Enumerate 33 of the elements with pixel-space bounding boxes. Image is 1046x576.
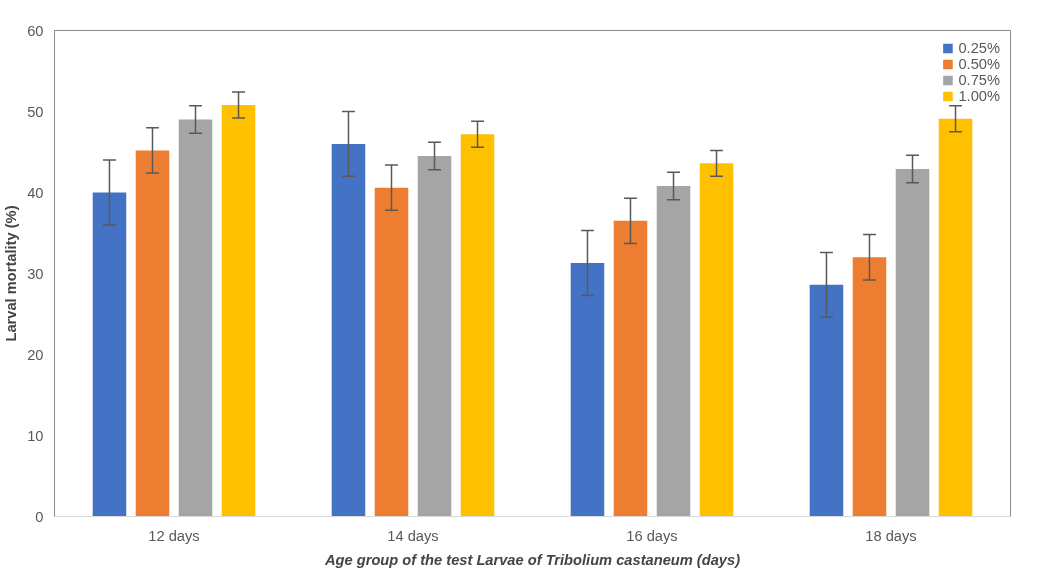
legend-label: 1.00% bbox=[958, 88, 1000, 104]
bar bbox=[135, 150, 170, 517]
bar bbox=[613, 220, 648, 517]
legend-label: 0.50% bbox=[958, 56, 1000, 72]
x-tick-label: 12 days bbox=[148, 527, 200, 544]
bar bbox=[656, 186, 691, 517]
bar bbox=[852, 257, 887, 517]
bar bbox=[331, 143, 366, 517]
y-tick-label: 20 bbox=[27, 346, 44, 363]
bar bbox=[938, 118, 973, 517]
bar bbox=[92, 192, 127, 517]
y-tick-label: 50 bbox=[27, 103, 44, 120]
y-tick-label: 30 bbox=[27, 265, 44, 282]
y-tick-label: 40 bbox=[27, 184, 44, 201]
legend-label: 0.25% bbox=[958, 40, 1000, 56]
bar bbox=[895, 169, 930, 517]
bar bbox=[809, 284, 844, 517]
x-tick-label: 18 days bbox=[865, 527, 917, 544]
bar bbox=[460, 134, 495, 517]
y-tick-label: 10 bbox=[27, 427, 44, 444]
bar bbox=[417, 156, 452, 517]
y-axis-title: Larval mortality (%) bbox=[3, 205, 20, 342]
y-tick-label: 60 bbox=[27, 22, 44, 39]
x-tick-label: 14 days bbox=[387, 527, 439, 544]
legend-label: 0.75% bbox=[958, 72, 1000, 88]
y-tick-label: 0 bbox=[35, 508, 44, 525]
bar bbox=[374, 187, 409, 517]
x-axis-title: Age group of the test Larvae of Tribolium castaneum (days) bbox=[323, 551, 741, 568]
bar bbox=[221, 105, 256, 517]
bar bbox=[570, 262, 605, 517]
bar bbox=[178, 119, 213, 517]
bar bbox=[699, 163, 734, 517]
x-tick-label: 16 days bbox=[626, 527, 678, 544]
